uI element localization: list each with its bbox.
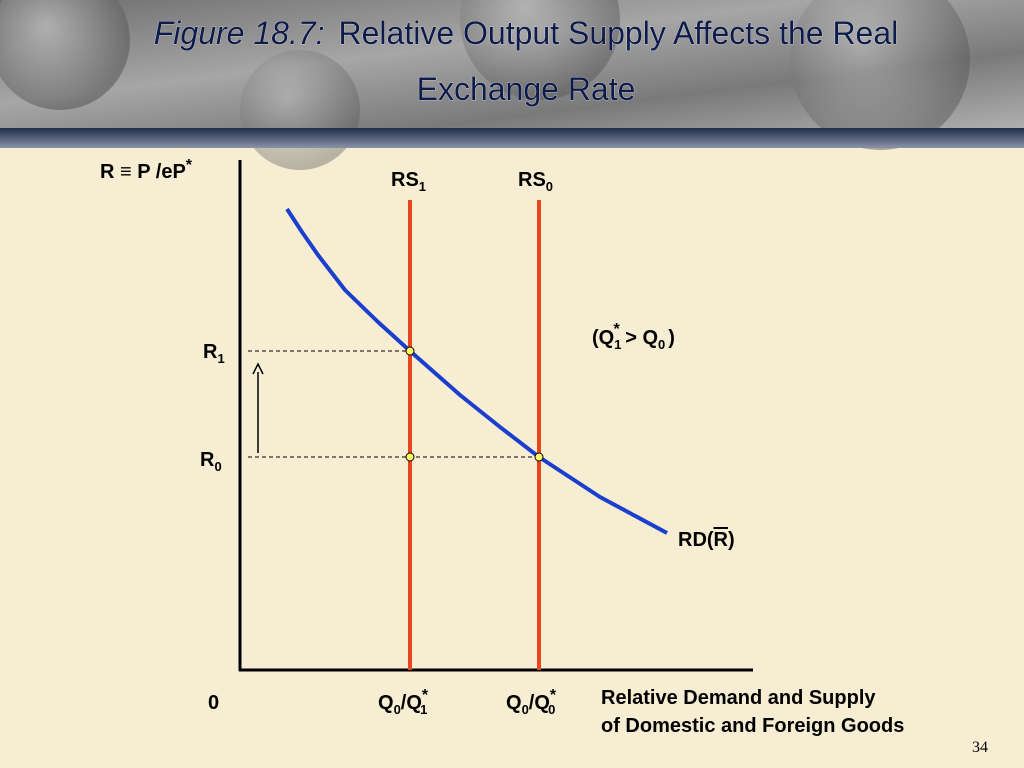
y-axis-label: R ≡ P /eP* xyxy=(100,157,193,183)
r0-label: R0 xyxy=(200,449,222,474)
rd-label: RD(R) xyxy=(678,529,735,551)
label-text: R xyxy=(200,449,215,471)
label-text: > Q xyxy=(620,327,658,349)
label-text: ) xyxy=(668,327,675,349)
title: Figure 18.7: Relative Output Supply Affec… xyxy=(154,15,899,51)
label-sup: * xyxy=(550,687,557,704)
label-text: R xyxy=(203,341,218,363)
x-axis-label: Relative Demand and Supply xyxy=(601,687,876,709)
header-band xyxy=(0,128,1024,148)
label-text: RS xyxy=(391,169,419,191)
label-text: RD( xyxy=(678,529,714,551)
label-text: ) xyxy=(728,529,735,551)
label-sub: 1 xyxy=(614,337,621,352)
label-text: Q xyxy=(506,692,522,714)
title-text: Relative Output Supply Affects the Real xyxy=(339,15,899,51)
title-text: Exchange Rate xyxy=(417,71,636,107)
q1-label: Q0/Q* 1 xyxy=(378,687,429,717)
note-label: (Q1* > Q0) xyxy=(592,321,675,352)
label-sub: 0 xyxy=(522,702,529,717)
page-number: 34 xyxy=(972,739,988,756)
label-sub: 1 xyxy=(420,702,427,717)
arrow-head xyxy=(252,362,264,375)
label-sup: * xyxy=(422,687,429,704)
label-text: R ≡ P /eP xyxy=(100,161,186,183)
label-sub: 0 xyxy=(658,337,665,352)
origin-label: 0 xyxy=(208,692,219,714)
label-text: Q xyxy=(378,692,394,714)
label-sup: * xyxy=(186,157,193,174)
figure-number: Figure 18.7: xyxy=(154,15,325,51)
equilibrium-point xyxy=(405,346,415,356)
label-text: R xyxy=(714,529,729,551)
coin xyxy=(0,0,130,110)
coin xyxy=(790,0,970,150)
rs0-label: RS0 xyxy=(518,169,553,194)
q0-label: Q0/Q* 0 xyxy=(506,687,557,717)
label-sub: 1 xyxy=(217,351,224,366)
coin xyxy=(240,50,360,170)
equilibrium-point xyxy=(405,452,415,462)
label-text: RS xyxy=(518,169,546,191)
x-axis-label: of Domestic and Foreign Goods xyxy=(601,715,904,737)
label-sub: 0 xyxy=(394,702,401,717)
label-sub: 0 xyxy=(548,702,555,717)
label-text: (Q xyxy=(592,327,614,349)
label-sup: * xyxy=(613,321,620,338)
label-sub: 0 xyxy=(214,459,221,474)
label-sub: 0 xyxy=(546,179,553,194)
rs1-label: RS1 xyxy=(391,169,426,194)
equilibrium-point xyxy=(534,452,544,462)
label-sub: 1 xyxy=(419,179,426,194)
coin xyxy=(460,0,620,100)
label-text: /Q xyxy=(401,692,422,714)
label-text: /Q xyxy=(529,692,550,714)
r1-label: R1 xyxy=(203,341,225,366)
